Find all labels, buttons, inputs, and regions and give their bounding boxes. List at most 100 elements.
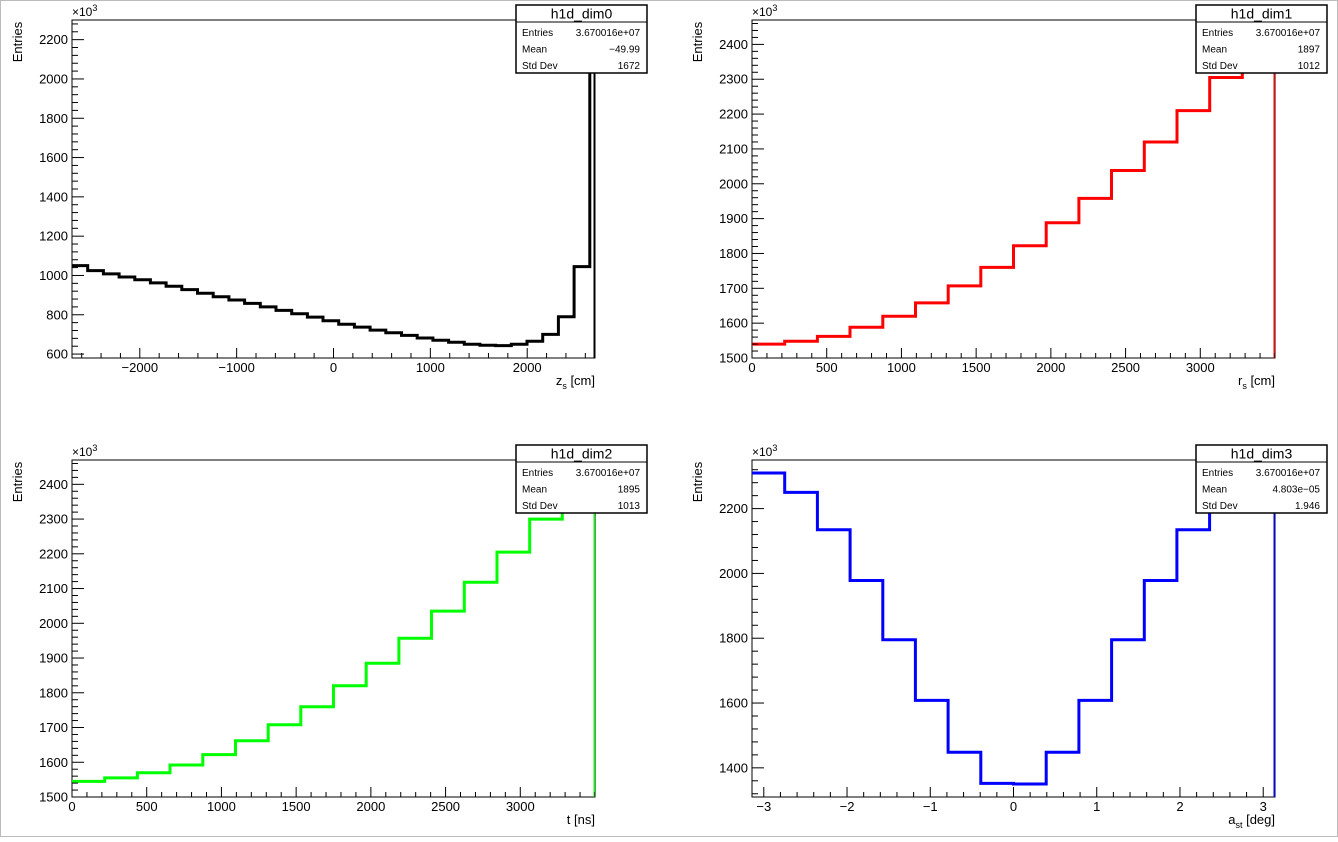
y-exponent-base: ×10 [72,5,93,19]
stats-row-label: Std Dev [1202,61,1238,72]
stats-row-value: 3.670016e+07 [576,468,641,479]
stats-row-label: Entries [522,28,553,39]
x-axis-label-main: z [556,373,563,388]
y-exponent-base: ×10 [752,5,773,19]
y-tick-label: 1200 [39,229,68,244]
stats-row-label: Entries [522,468,553,479]
stats-box-frame [515,444,648,514]
y-tick-label: 1400 [39,189,68,204]
stats-row-value: 3.670016e+07 [1256,468,1321,479]
x-tick-label: 500 [816,360,838,375]
x-tick-label: 1000 [207,799,236,814]
stats-row-value: 1.946 [1295,501,1320,512]
histogram-series [752,35,1275,358]
y-axis-label: Entries [690,461,705,502]
pad-2: 0 500 1000 1500 2000 2500 3000 1500 1600 1700 1800… [10,443,648,827]
x-axis-label-main: t [567,812,571,827]
stats-row-label: Std Dev [522,501,558,512]
x-axis-label-subscript: s [562,381,567,391]
stats-box-title: h1d_dim0 [551,6,613,22]
x-tick-label: −1000 [218,360,255,375]
y-tick-label: 600 [46,347,68,362]
y-tick-label: 2000 [719,176,748,191]
x-tick-label: 1000 [887,360,916,375]
x-axis-label: rs [cm] [1238,373,1275,391]
x-axis-label: zs [cm] [556,373,595,391]
x-axis-label-subscript: s [1242,381,1247,391]
x-axis-label-main: a [1228,812,1236,827]
stats-row-value: 1012 [1298,61,1321,72]
y-axis-label: Entries [690,21,705,62]
stats-box: h1d_dim0 Entries 3.670016e+07 Mean −49.99 Std… [515,4,648,74]
stats-box-title: h1d_dim2 [551,446,613,462]
x-tick-label: 2000 [513,360,542,375]
pad-0: −2000 −1000 0 1000 2000 600 800 1000 1200 1400 160… [10,3,648,391]
y-tick-label: 1600 [39,150,68,165]
y-tick-label: 2000 [39,71,68,86]
histogram-series [72,28,595,358]
y-tick-label: 1400 [719,760,748,775]
x-tick-label: −1 [923,799,938,814]
x-tick-label: 1500 [282,799,311,814]
x-axis-label: t [ns] [567,812,595,827]
stats-row-label: Entries [1202,28,1233,39]
y-tick-label: 2000 [719,566,748,581]
y-tick-label: 2100 [39,581,68,596]
stats-box-frame [515,4,648,74]
y-tick-label: 2300 [39,512,68,527]
stats-row-label: Std Dev [1202,501,1238,512]
y-tick-label: 2400 [719,37,748,52]
y-axis-label: Entries [10,21,25,62]
x-tick-label: 0 [1010,799,1017,814]
x-tick-label: 2500 [1111,360,1140,375]
stats-row-value: −49.99 [609,45,640,56]
stats-row-value: 1013 [618,501,641,512]
stats-box-title: h1d_dim3 [1231,446,1293,462]
y-tick-label: 2200 [39,32,68,47]
y-tick-label: 2200 [39,546,68,561]
x-axis-label-subscript: st [1235,820,1243,830]
stats-row-label: Mean [522,45,547,56]
x-tick-label: 2 [1176,799,1183,814]
x-tick-label: −2 [840,799,855,814]
stats-box: h1d_dim3 Entries 3.670016e+07 Mean 4.803e−05… [1195,444,1328,514]
stats-box-title: h1d_dim1 [1231,6,1293,22]
stats-row-value: 3.670016e+07 [1256,28,1321,39]
y-exponent-power: 3 [772,3,777,13]
x-axis-label-unit: [deg] [1242,812,1275,827]
y-exponent-label: ×103 [752,3,777,19]
y-tick-label: 2200 [719,107,748,122]
y-tick-label: 2000 [39,616,68,631]
y-tick-label: 1000 [39,268,68,283]
x-tick-label: 3000 [1186,360,1215,375]
y-tick-label: 2200 [719,501,748,516]
x-tick-label: −2000 [122,360,159,375]
y-exponent-base: ×10 [72,445,93,459]
x-tick-label: 500 [136,799,158,814]
y-tick-label: 1800 [719,246,748,261]
y-tick-label: 1800 [39,685,68,700]
y-tick-label: 1600 [719,696,748,711]
y-tick-label: 1700 [719,281,748,296]
stats-box: h1d_dim1 Entries 3.670016e+07 Mean 1897 Std D… [1195,4,1328,74]
x-tick-label: 1 [1093,799,1100,814]
pad-1: 0 500 1000 1500 2000 2500 3000 1500 1600 1700 1800… [690,3,1328,391]
stats-box: h1d_dim2 Entries 3.670016e+07 Mean 1895 Std D… [515,444,648,514]
x-tick-label: 2500 [431,799,460,814]
y-tick-label: 800 [46,307,68,322]
x-axis-label: ast [deg] [1228,812,1275,830]
stats-row-label: Mean [522,485,547,496]
y-tick-label: 1900 [39,651,68,666]
y-exponent-label: ×103 [72,3,97,19]
histogram-series [752,471,1275,797]
y-tick-label: 1600 [719,316,748,331]
x-axis-label-unit: [cm] [567,373,595,388]
y-tick-label: 1500 [39,790,68,805]
x-tick-label: −3 [756,799,771,814]
x-axis-label-main: r [1238,373,1243,388]
stats-row-label: Entries [1202,468,1233,479]
histogram-series [72,481,595,797]
y-tick-label: 1700 [39,720,68,735]
